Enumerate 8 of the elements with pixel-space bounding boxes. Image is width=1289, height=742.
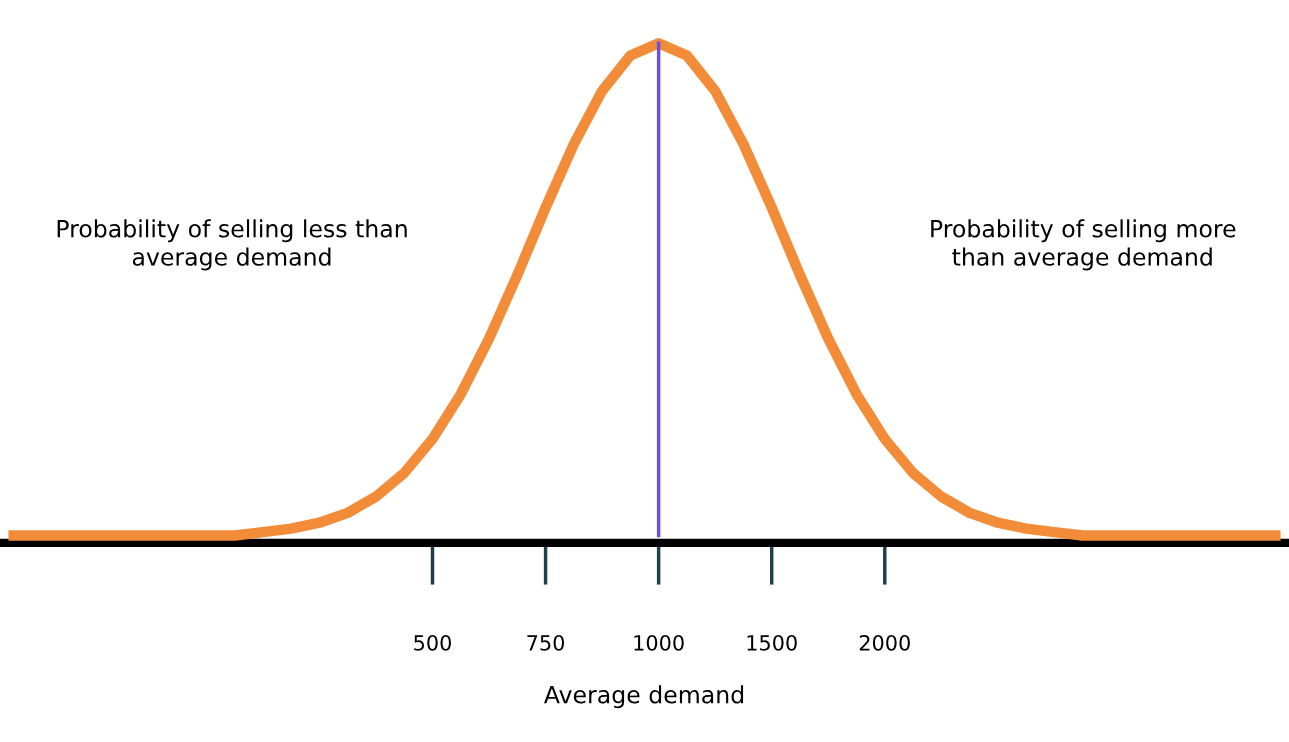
x-tick-label: 2000 [859, 634, 910, 651]
annotation: Probability of selling less than average demand [57, 219, 407, 271]
x-tick-label: 500 [414, 634, 451, 651]
x-tick-label: 750 [527, 634, 565, 651]
annotation: Probability of selling more than average demand [931, 219, 1236, 271]
x-tick-label: 1000 [634, 634, 684, 651]
x-axis-title: Average demand [543, 685, 744, 709]
x-tick-label: 1500 [747, 634, 797, 651]
